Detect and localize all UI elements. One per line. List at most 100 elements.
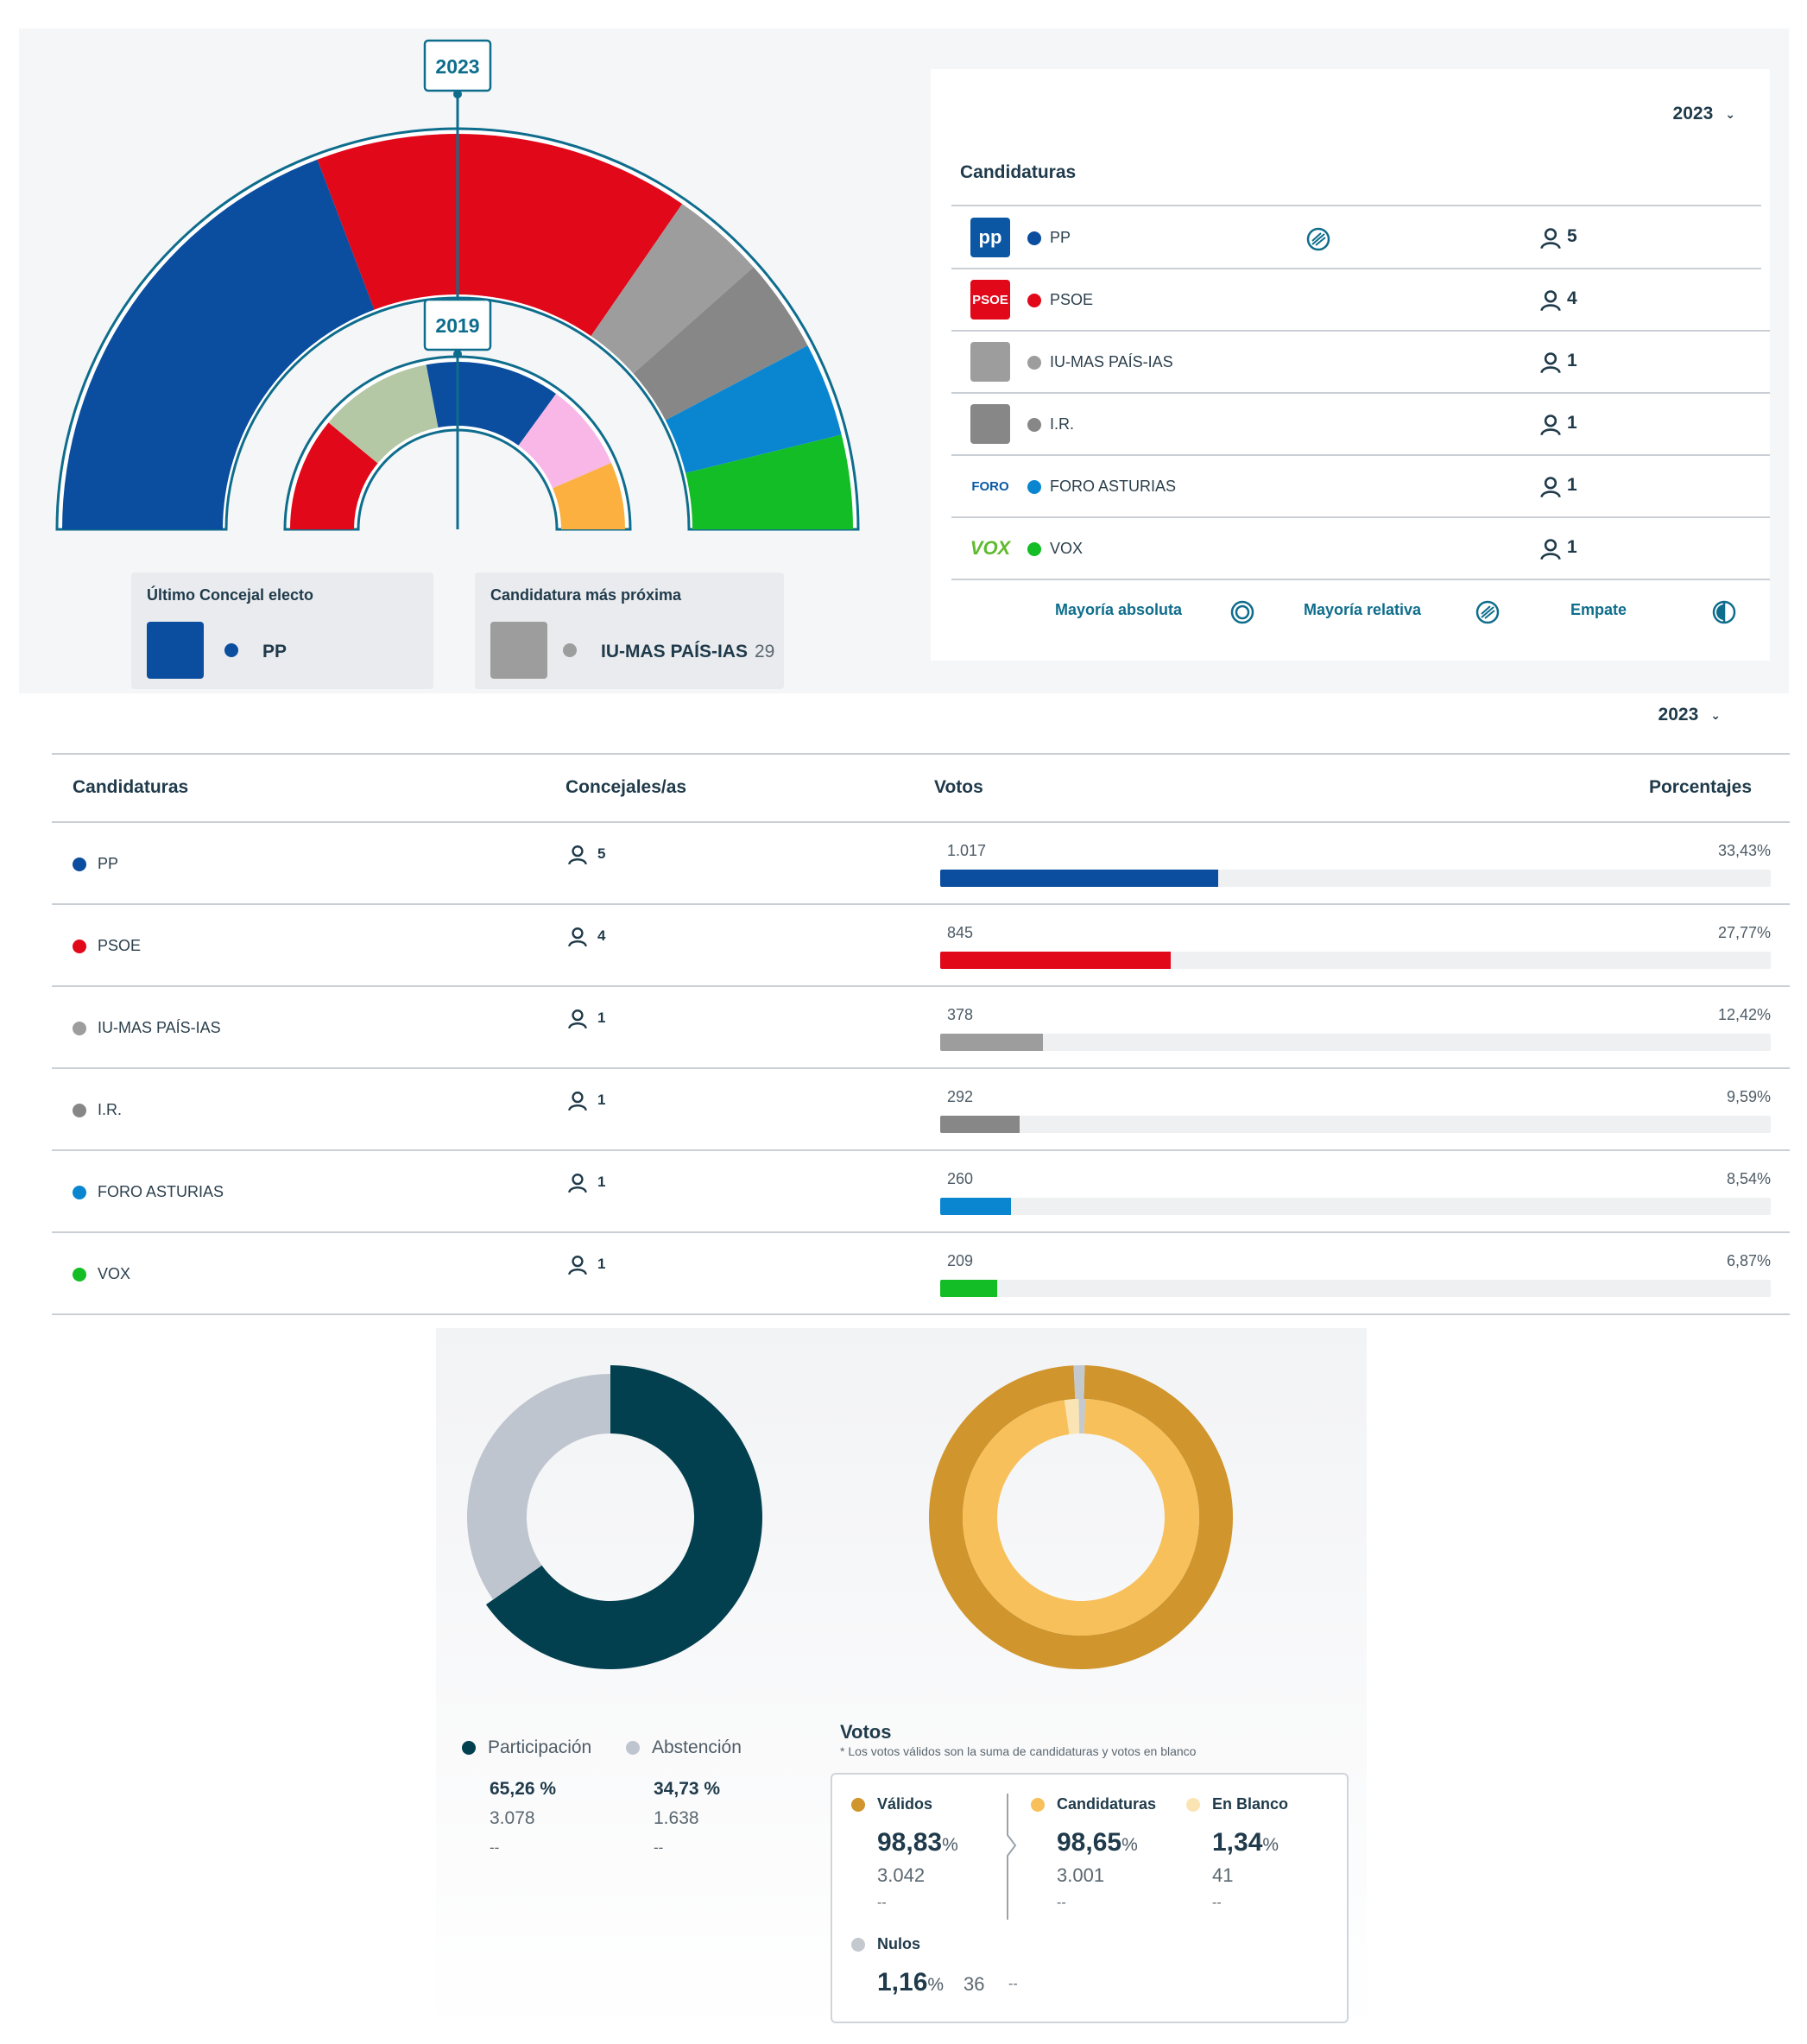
candidate-row[interactable]: VOX VOX 1 [951, 518, 1770, 580]
party-logo [970, 342, 1010, 382]
header-votes: Votos [934, 777, 983, 797]
blank-slice [1064, 1399, 1080, 1434]
person-icon [1538, 351, 1563, 375]
abstention-pct: 34,73 % [654, 1779, 721, 1799]
person-icon [566, 844, 589, 866]
valid-pct: 98,83% [877, 1828, 958, 1857]
party-name: FORO ASTURIAS [1050, 478, 1177, 495]
results-row[interactable]: IU-MAS PAÍS-IAS 1 378 12,42% [52, 987, 1790, 1069]
chevron-down-icon: ⌄ [1725, 106, 1735, 121]
vote-percentage: 9,59% [1726, 1088, 1771, 1105]
results-row[interactable]: PSOE 4 845 27,77% [52, 905, 1790, 987]
vote-bar-fill [940, 952, 1172, 969]
party-color-dot [1027, 294, 1041, 307]
party-name: I.R. [1050, 415, 1075, 433]
candidatures-dot [1031, 1797, 1045, 1812]
vote-bar-track [940, 952, 1771, 969]
party-color-dot [1027, 542, 1041, 556]
null-count: 36 [964, 1973, 985, 1995]
person-icon [566, 1090, 589, 1112]
results-year-select[interactable]: 2023 ⌄ [1659, 705, 1721, 725]
header-percentages: Porcentajes [1648, 777, 1752, 797]
seat-count: 1 [597, 1009, 606, 1026]
null-dot [851, 1937, 865, 1952]
party-logo [970, 404, 1010, 444]
null-slice [1073, 1365, 1085, 1400]
null-legend: Nulos [851, 1935, 920, 1953]
vote-bar-track [940, 1034, 1771, 1051]
results-row[interactable]: PP 5 1.017 33,43% [52, 823, 1790, 905]
vote-percentage: 12,42% [1717, 1006, 1771, 1023]
next-candidate-party: IU-MAS PAÍS-IAS [601, 642, 748, 661]
party-logo: PSOE [970, 280, 1010, 320]
abstention-legend: Abstención [626, 1737, 742, 1758]
party-name: FORO ASTURIAS [98, 1183, 224, 1200]
last-elected-swatch [147, 622, 204, 679]
candidatures-count: 3.001 [1057, 1864, 1105, 1886]
candidatures-slice [963, 1399, 1199, 1636]
bracket-divider [1007, 1794, 1017, 1920]
party-name: VOX [1050, 540, 1084, 557]
seat-count: 1 [1567, 537, 1577, 557]
party-color-dot [73, 857, 86, 871]
candidate-row[interactable]: IU-MAS PAÍS-IAS 1 [951, 332, 1770, 394]
party-logo: VOX [970, 528, 1010, 568]
person-icon [566, 1008, 589, 1030]
person-icon [1538, 226, 1563, 250]
vote-percentage: 6,87% [1726, 1252, 1771, 1269]
party-color-dot [1027, 356, 1041, 370]
participation-dash: -- [490, 1839, 500, 1856]
divider [52, 821, 1790, 823]
seat-count: 1 [597, 1256, 606, 1272]
participation-dot [462, 1741, 476, 1755]
party-color-dot [1027, 480, 1041, 494]
results-row[interactable]: I.R. 1 292 9,59% [52, 1069, 1790, 1151]
candidatures-dash: -- [1057, 1895, 1066, 1910]
vote-bar-track [940, 1198, 1771, 1215]
party-name: IU-MAS PAÍS-IAS [98, 1019, 221, 1036]
person-icon [566, 926, 589, 948]
valid-label: Válidos [877, 1795, 933, 1813]
divider [951, 205, 1761, 206]
seat-count: 1 [597, 1092, 606, 1108]
votes-title: Votos [840, 1721, 892, 1743]
valid-count: 3.042 [877, 1864, 926, 1886]
results-row[interactable]: VOX 1 209 6,87% [52, 1233, 1790, 1315]
party-color-dot [73, 1104, 86, 1117]
results-row[interactable]: FORO ASTURIAS 1 260 8,54% [52, 1151, 1790, 1233]
vote-count: 260 [947, 1170, 974, 1187]
candidate-row[interactable]: pp PP 5 [951, 207, 1761, 269]
vote-bar-track [940, 870, 1771, 887]
candidate-row[interactable]: PSOE PSOE 4 [951, 269, 1770, 332]
participation-legend: Participación [462, 1737, 591, 1758]
null-pct: 1,16% [877, 1968, 945, 1997]
seat-count: 5 [1567, 226, 1577, 246]
person-icon [1538, 475, 1563, 499]
vote-bar-fill [940, 1034, 1044, 1051]
next-candidate-swatch [490, 622, 547, 679]
header-candidates: Candidaturas [73, 777, 189, 797]
seat-segment-2019 [328, 364, 439, 464]
valid-legend: Válidos [851, 1795, 932, 1813]
last-elected-party: PP [262, 642, 287, 661]
candidate-row[interactable]: FORO FORO ASTURIAS 1 [951, 456, 1770, 518]
party-logo: FORO [970, 466, 1010, 506]
seat-count: 1 [1567, 351, 1577, 370]
seat-count: 4 [597, 927, 606, 944]
blank-dash: -- [1212, 1895, 1222, 1910]
last-elected-dot [224, 643, 238, 657]
valid-dash: -- [877, 1895, 887, 1910]
divider [52, 753, 1790, 755]
candidate-row[interactable]: I.R. 1 [951, 394, 1770, 456]
year-select[interactable]: 2023 ⌄ [1673, 104, 1735, 124]
abstention-label: Abstención [652, 1737, 742, 1757]
vote-count: 1.017 [947, 842, 987, 859]
abstention-count: 1.638 [654, 1808, 699, 1828]
seat-segment-2019 [518, 394, 612, 489]
blank-label: En Blanco [1212, 1795, 1289, 1813]
vote-bar-track [940, 1280, 1771, 1297]
results-table: 2023 ⌄ Candidaturas Concejales/as Votos … [33, 698, 1790, 1328]
abstention-dot [626, 1741, 640, 1755]
person-icon [566, 1254, 589, 1276]
party-color-dot [1027, 418, 1041, 432]
